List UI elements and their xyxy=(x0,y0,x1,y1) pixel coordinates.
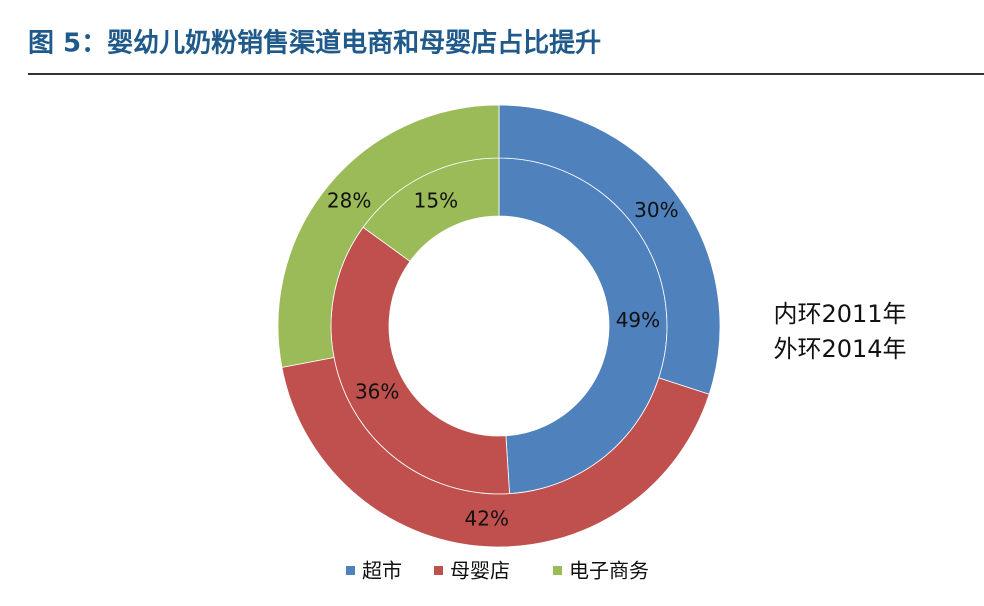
data-label: 15% xyxy=(414,189,458,213)
donut-segment xyxy=(277,104,500,368)
legend-swatch xyxy=(346,566,355,575)
legend-label: 母婴店 xyxy=(450,559,510,583)
legend-swatch xyxy=(434,566,443,575)
chart-title: 图 5：婴幼儿奶粉销售渠道电商和母婴店占比提升 xyxy=(28,28,601,59)
data-label: 49% xyxy=(616,308,660,332)
donut-segment xyxy=(498,104,721,395)
data-label: 28% xyxy=(327,189,371,213)
ring-annotation: 外环2014年 xyxy=(773,335,906,363)
ring-annotation: 内环2011年 xyxy=(773,300,906,328)
data-label: 36% xyxy=(355,379,399,403)
legend-label: 超市 xyxy=(362,559,402,583)
data-label: 30% xyxy=(634,198,678,222)
legend-label: 电子商务 xyxy=(569,559,649,583)
data-label: 42% xyxy=(465,507,509,531)
donut-segment xyxy=(281,357,710,548)
legend-swatch xyxy=(553,566,562,575)
